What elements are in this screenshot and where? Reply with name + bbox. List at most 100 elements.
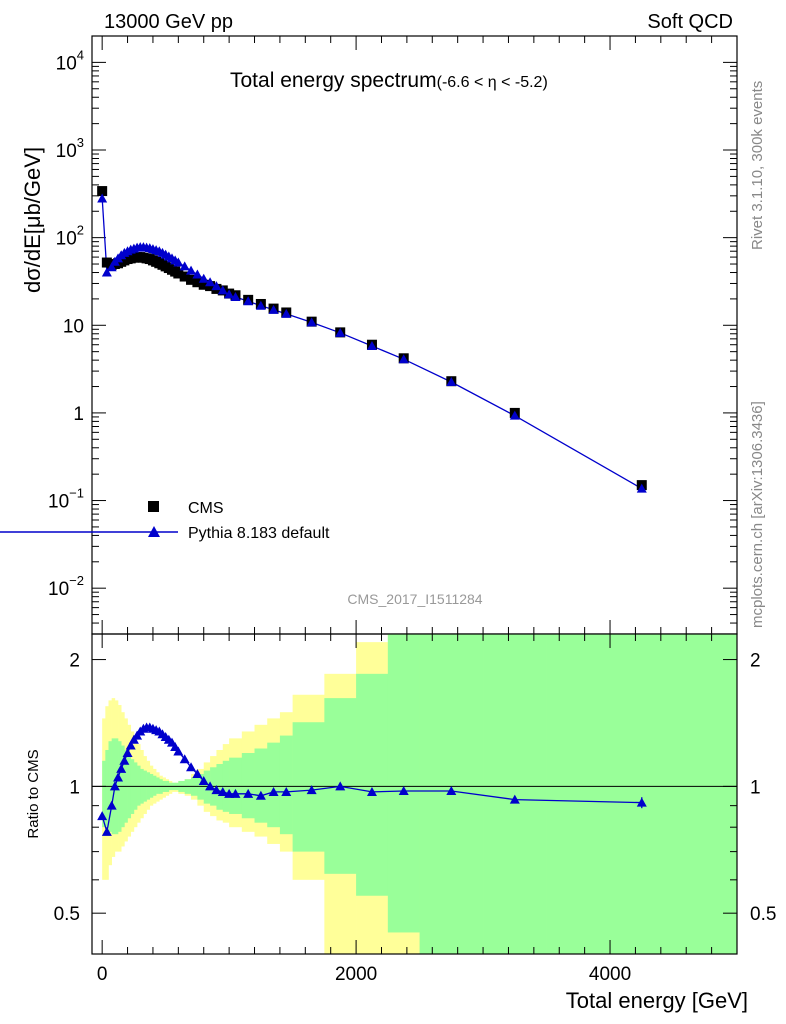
green-band	[279, 735, 293, 835]
lower-y-tick-label: 1	[69, 777, 80, 798]
green-band	[156, 777, 160, 794]
header-left: 13000 GeV pp	[104, 11, 233, 33]
x-axis-label: Total energy [GeV]	[566, 988, 748, 1013]
green-band	[149, 773, 154, 798]
ratio-point	[198, 775, 209, 785]
pythia-point	[101, 267, 112, 277]
pythia-point	[186, 265, 197, 275]
tick-exp: −1	[69, 486, 84, 501]
pythia-point	[636, 483, 647, 493]
ratio-point	[255, 790, 266, 800]
pythia-point	[230, 292, 241, 302]
cms-point	[186, 274, 197, 285]
legend-pythia-marker	[148, 526, 160, 537]
ratio-point	[398, 786, 409, 796]
upper-y-tick-label: 102	[56, 223, 84, 250]
cms-point	[173, 268, 184, 279]
ratio-point	[243, 788, 254, 798]
ratio-point	[101, 826, 112, 836]
upper-y-tick-label: 103	[56, 135, 84, 162]
green-band	[387, 634, 420, 933]
tick-base: 10	[56, 229, 77, 250]
x-tick-label: 0	[97, 964, 108, 985]
pythia-point	[366, 341, 377, 351]
cms-point	[97, 186, 108, 197]
header-right: Soft QCD	[647, 11, 733, 33]
pythia-point	[192, 269, 203, 279]
tick-exp: 2	[77, 223, 84, 238]
ratio-series	[97, 722, 647, 836]
upper-y-tick-label: 104	[56, 47, 84, 74]
ratio-point	[509, 794, 520, 804]
pythia-point	[106, 262, 117, 272]
ratio-point	[211, 785, 222, 795]
green-band	[267, 742, 281, 828]
ratio-point	[119, 755, 130, 765]
ratio-point	[335, 781, 346, 791]
pythia-point	[173, 257, 184, 267]
tick-exp: 3	[77, 135, 84, 150]
ratio-point	[179, 754, 190, 764]
ratio-point	[113, 772, 124, 782]
tick-base: 10	[56, 53, 77, 74]
upper-ticks	[92, 35, 738, 635]
pythia-point	[268, 304, 279, 314]
ratio-point	[217, 786, 228, 796]
chart-title: Total energy spectrum(-6.6 < η < -5.2)	[230, 69, 548, 92]
tick-exp: −2	[69, 573, 84, 588]
green-band	[216, 764, 224, 810]
green-band	[254, 748, 268, 823]
green-band	[292, 722, 325, 852]
pythia-point	[306, 317, 317, 327]
upper-ylabel: dσ/dE[μb/GeV]	[20, 147, 45, 293]
pythia-point	[255, 300, 266, 310]
chart-title-suffix: (-6.6 < η < -5.2)	[437, 74, 548, 91]
ratio-point	[125, 740, 136, 750]
lower-frame	[91, 633, 738, 955]
pythia-point	[446, 377, 457, 387]
pythia-point	[281, 308, 292, 318]
ratio-point	[230, 788, 241, 798]
pythia-point	[97, 193, 108, 203]
ratio-point	[186, 762, 197, 772]
tick-base: 10	[56, 141, 77, 162]
lower-y-tick-label: 2	[69, 651, 80, 672]
cms-point	[192, 277, 203, 288]
pythia-point	[198, 273, 209, 283]
green-band	[102, 760, 106, 828]
ratio-point	[306, 785, 317, 795]
rivet-label: Rivet 3.1.10, 300k events	[749, 81, 766, 250]
green-band	[356, 673, 389, 896]
pythia-point	[335, 327, 346, 337]
lower-ylabel: Ratio to CMS	[25, 749, 42, 838]
upper-y-tick-label: 1	[73, 404, 84, 425]
mcplots-label: mcplots.cern.ch [arXiv:1306.3436]	[749, 401, 766, 628]
lower-y-tick-label: 0.5	[54, 904, 80, 925]
pythia-point	[211, 281, 222, 291]
ratio-point	[173, 746, 184, 756]
upper-frame	[91, 35, 738, 635]
upper-y-tick-label: 10−2	[48, 573, 84, 600]
pythia-point	[179, 261, 190, 271]
ratio-point	[109, 781, 120, 791]
ratio-point	[192, 768, 203, 778]
lower-y-tick-label-right: 2	[750, 651, 761, 672]
chart-title-main: Total energy spectrum	[230, 69, 437, 92]
ratio-point	[106, 800, 117, 810]
tick-base: 10	[48, 492, 69, 513]
lower-y-tick-label-right: 1	[750, 777, 761, 798]
ratio-point	[116, 763, 127, 773]
ratio-point	[224, 788, 235, 798]
x-tick-label: 2000	[335, 964, 377, 985]
upper-y-tick-label: 10−1	[48, 486, 84, 513]
ratio-bands	[102, 634, 738, 954]
ratio-point	[122, 748, 133, 758]
ratio-point	[205, 781, 216, 791]
ratio-point	[446, 786, 457, 796]
tick-exp: 4	[77, 47, 84, 62]
pythia-point	[398, 354, 409, 364]
green-band	[241, 753, 255, 819]
green-band	[152, 775, 157, 796]
